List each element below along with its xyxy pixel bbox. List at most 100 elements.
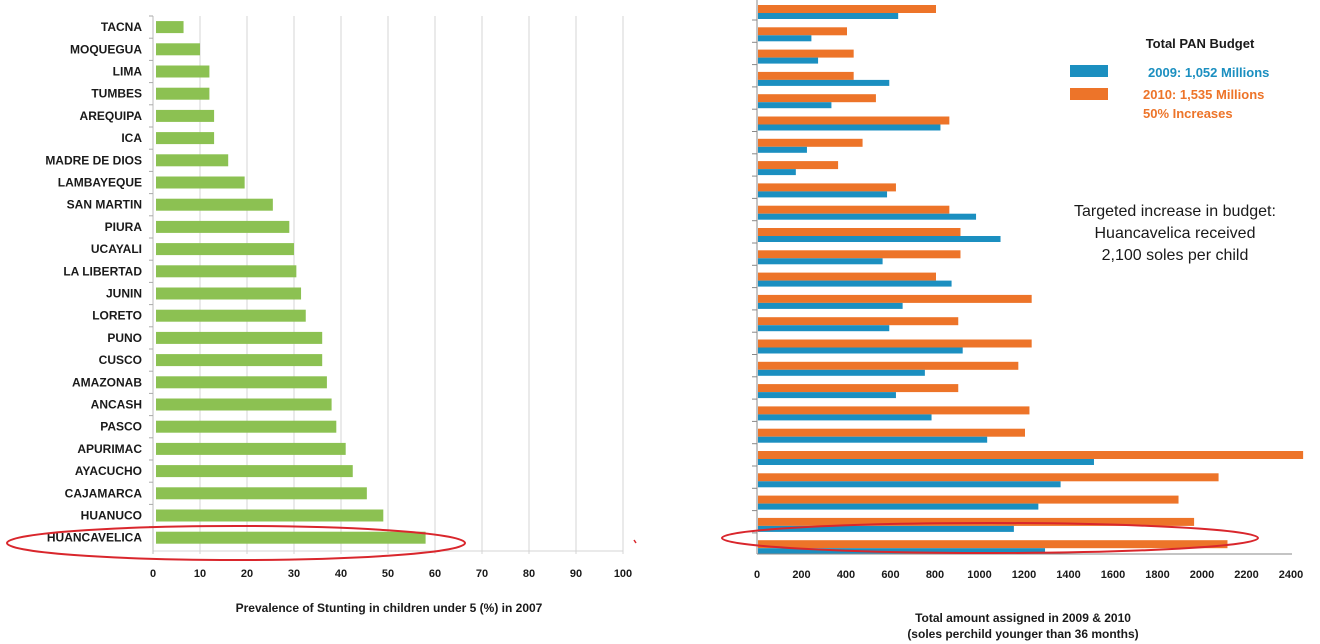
bar-2009 <box>758 414 932 421</box>
x-axis-title-line-2: (soles perchild younger than 36 months) <box>907 627 1138 641</box>
x-axis-tick-labels: 0 200 400 600 800 1000 1200 1400 1600 1800 2000 220… <box>754 569 1303 581</box>
x-tick-label: 100 <box>614 568 632 580</box>
legend-note: 50% Increases <box>1143 106 1233 121</box>
category-label: PUNO <box>107 331 142 345</box>
category-label: CUSCO <box>99 353 142 367</box>
x-tick-label: 90 <box>570 568 582 580</box>
bar-2009 <box>758 302 903 309</box>
x-tick-label: 400 <box>837 569 855 581</box>
bar-2009 <box>758 503 1039 510</box>
category-label: HUANCAVELICA <box>47 531 142 545</box>
category-label: APURIMAC <box>77 442 142 456</box>
bar-2009 <box>758 102 832 109</box>
category-label: AYACUCHO <box>75 464 142 478</box>
bar <box>156 465 353 478</box>
category-label: JUNIN <box>106 287 142 301</box>
category-label: HUANUCO <box>81 509 142 523</box>
bar <box>156 376 327 389</box>
bar <box>156 531 426 544</box>
legend-swatch-2010 <box>1070 88 1108 100</box>
bar-2010 <box>758 228 961 236</box>
x-tick-label: 70 <box>476 568 488 580</box>
legend: Total PAN Budget 2009: 1,052 Millions 20… <box>1070 36 1269 121</box>
x-tick-label: 1400 <box>1056 569 1080 581</box>
bar-2010 <box>758 116 950 125</box>
bar <box>156 420 337 433</box>
bar <box>156 154 229 167</box>
bar-2009 <box>758 35 812 42</box>
category-label: MOQUEGUA <box>70 42 142 56</box>
category-label: CAJAMARCA <box>65 486 143 500</box>
category-label: PASCO <box>100 420 142 434</box>
bar-2010 <box>758 272 936 281</box>
bar-2010 <box>758 71 854 80</box>
x-tick-label: 20 <box>241 568 253 580</box>
bar-2009 <box>758 146 807 153</box>
bar <box>156 331 323 344</box>
small-red-tick-mark <box>633 539 637 544</box>
bar-2009 <box>758 280 952 287</box>
legend-entry-2009: 2009: 1,052 Millions <box>1148 65 1269 80</box>
x-tick-label: 1200 <box>1012 569 1036 581</box>
bar-2009 <box>758 369 925 376</box>
x-tick-label: 40 <box>335 568 347 580</box>
bar-2009 <box>758 191 888 198</box>
bar <box>156 220 290 233</box>
x-tick-label: 10 <box>194 568 206 580</box>
bar-2009 <box>758 325 890 332</box>
bar <box>156 176 245 189</box>
x-tick-label: 50 <box>382 568 394 580</box>
bar-2010 <box>758 27 847 36</box>
bar-2010 <box>758 138 863 147</box>
bar-2010 <box>758 205 950 214</box>
y-axis-ticks <box>149 15 153 528</box>
x-tick-label: 0 <box>754 569 760 581</box>
category-label: MADRE DE DIOS <box>45 153 142 167</box>
x-tick-label: 600 <box>881 569 899 581</box>
bar-2010 <box>758 451 1304 459</box>
bar-2009 <box>758 13 899 19</box>
bar-2010 <box>758 161 839 170</box>
x-tick-label: 60 <box>429 568 441 580</box>
bar <box>156 109 215 122</box>
category-label: LIMA <box>113 65 143 79</box>
bar-2010 <box>758 540 1228 549</box>
x-tick-label: 80 <box>523 568 535 580</box>
annotation-line-3: 2,100 soles per child <box>1102 247 1249 264</box>
bar-2009 <box>758 57 819 64</box>
bar-2010 <box>758 361 1019 370</box>
bar-2010 <box>758 94 876 103</box>
bar-2009 <box>758 436 988 443</box>
bar-2010 <box>758 294 1032 303</box>
huancavelica-highlight-ellipse <box>721 522 1259 554</box>
bar-2009 <box>758 169 796 176</box>
category-label: LAMBAYEQUE <box>58 176 142 190</box>
bar-2010 <box>758 406 1030 415</box>
bar-2010 <box>758 250 961 259</box>
bar <box>156 198 273 211</box>
bar <box>156 87 210 100</box>
category-label: UCAYALI <box>91 242 142 256</box>
y-axis-ticks <box>752 19 757 534</box>
x-tick-label: 2200 <box>1234 569 1258 581</box>
bar-2009 <box>758 79 890 86</box>
bar-2010 <box>758 495 1179 504</box>
bar-2010 <box>758 428 1025 437</box>
category-labels: TACNA MOQUEGUA LIMA TUMBES AREQUIPA ICA MADRE … <box>45 20 142 545</box>
category-label: SAN MARTIN <box>67 198 142 212</box>
bar <box>156 442 346 455</box>
bar-2009 <box>758 548 1046 555</box>
bar-2010 <box>758 49 854 58</box>
legend-swatch-2009 <box>1070 65 1108 77</box>
annotation-line-1: Targeted increase in budget: <box>1074 203 1276 220</box>
stunting-prevalence-chart: TACNA MOQUEGUA LIMA TUMBES AREQUIPA ICA MADRE … <box>6 15 637 615</box>
bar-2009 <box>758 213 977 220</box>
bar <box>156 354 323 367</box>
bar-2010 <box>758 473 1219 482</box>
legend-title: Total PAN Budget <box>1146 36 1255 51</box>
budget-bars <box>758 5 1304 555</box>
category-label: ANCASH <box>91 398 142 412</box>
category-label: AREQUIPA <box>80 109 143 123</box>
x-tick-label: 30 <box>288 568 300 580</box>
bar-2009 <box>758 392 896 399</box>
